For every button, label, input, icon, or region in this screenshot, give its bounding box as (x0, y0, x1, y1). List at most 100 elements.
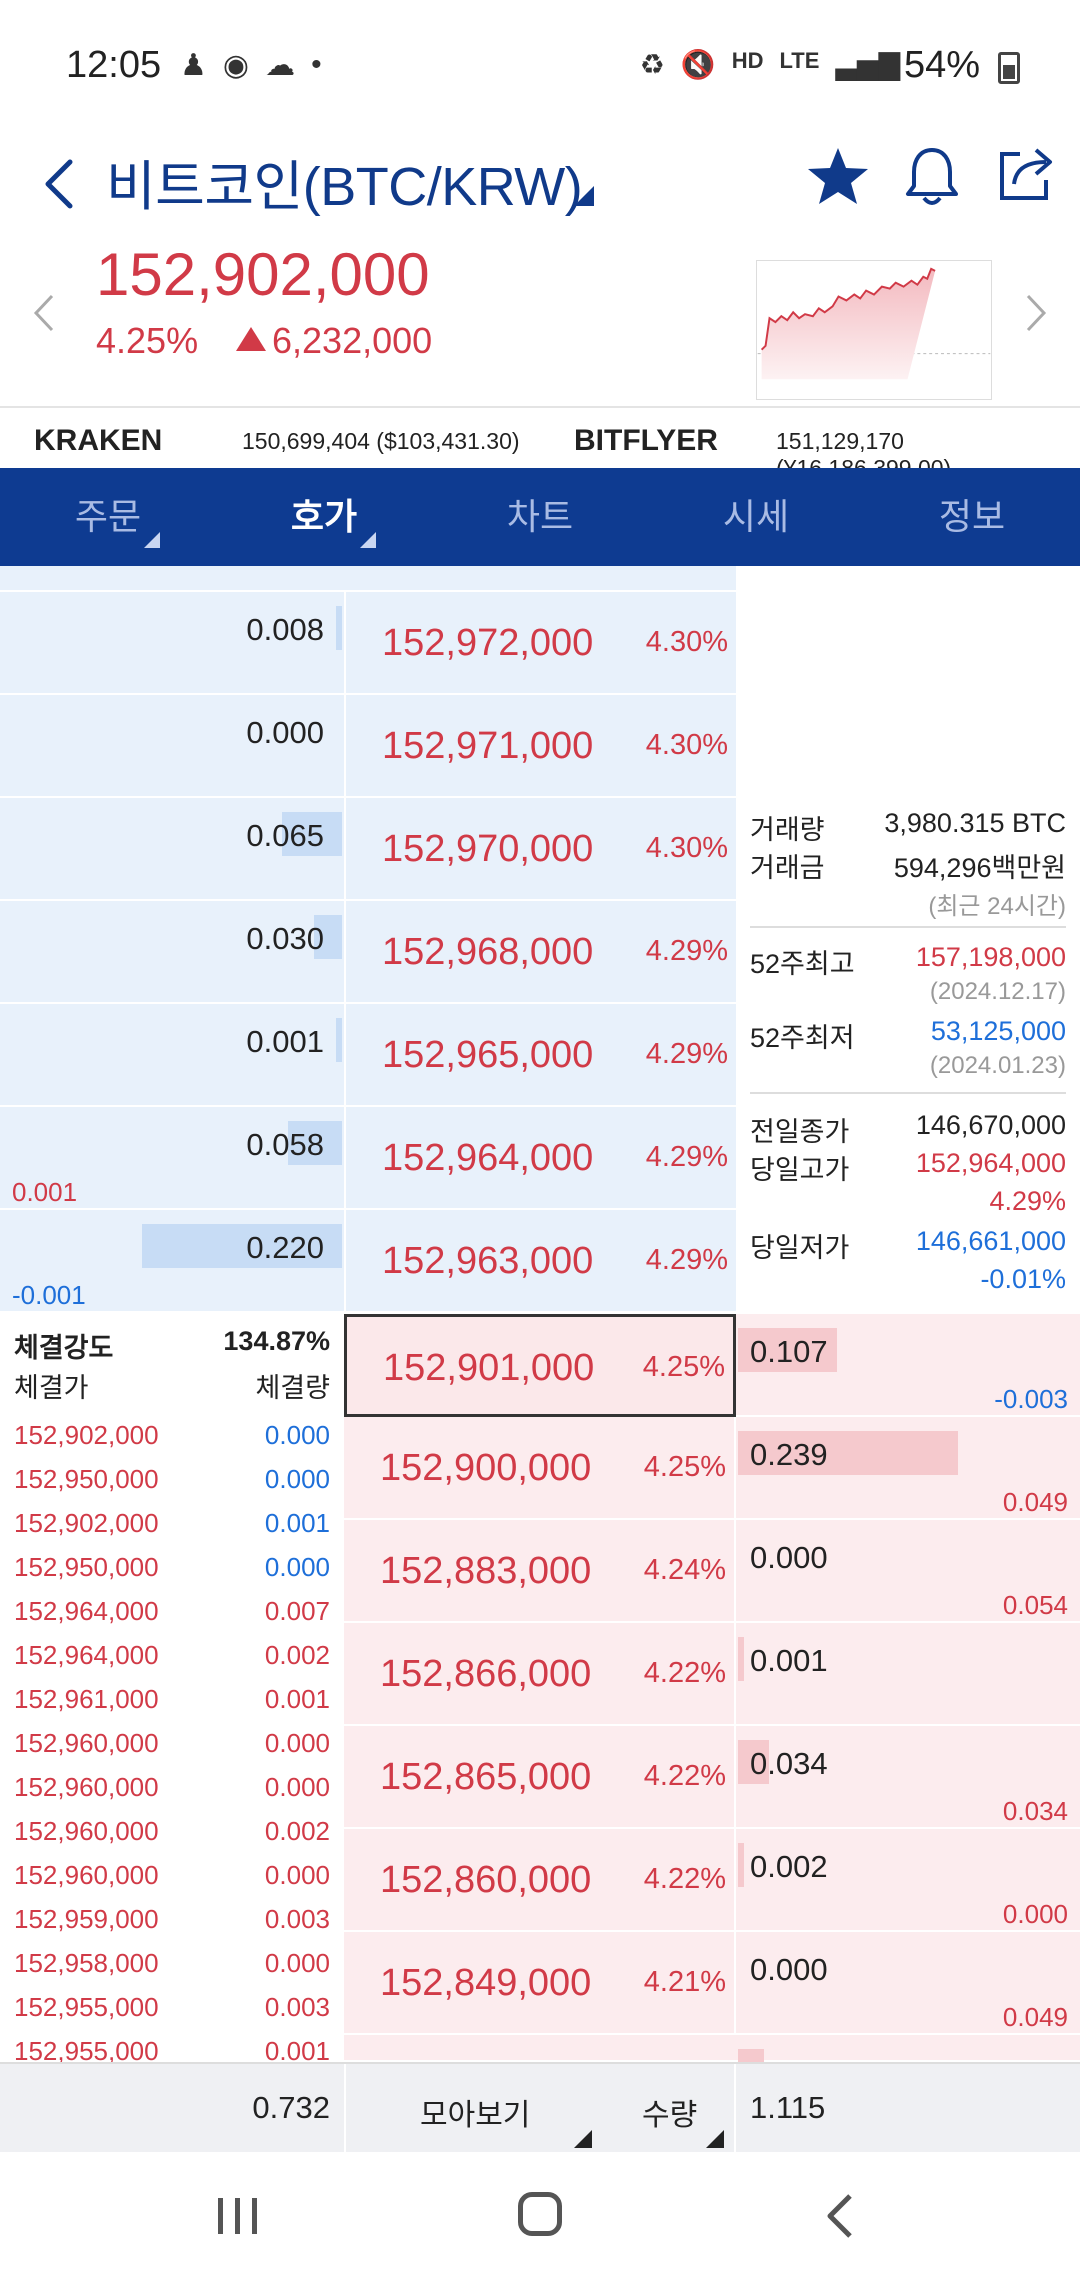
ask-row[interactable]: 0.058 0.001 152,964,000 4.29% (0, 1107, 736, 1210)
trade-row: 152,964,000 0.007 (0, 1590, 344, 1634)
bid-rate: 4.22% (643, 1657, 726, 1689)
favorite-star-icon[interactable] (806, 144, 870, 208)
change-amount: 6,232,000 (236, 320, 432, 362)
bid-volume-change: 0.054 (1002, 1590, 1068, 1620)
ask-volume: 0.001 (246, 1024, 324, 1059)
person-icon: ♟ (180, 49, 207, 82)
nav-back-icon[interactable] (820, 2192, 860, 2240)
bid-price-cell[interactable]: 152,883,000 4.24% (344, 1520, 736, 1623)
bid-price: 152,866,000 (380, 1653, 592, 1695)
bid-price-cell[interactable]: 152,860,000 4.22% (344, 1829, 736, 1932)
home-icon[interactable] (518, 2192, 562, 2236)
ask-price-cell[interactable]: 152,971,000 4.30% (344, 695, 736, 798)
bid-row[interactable]: 152,883,000 4.24% 0.000 0.054 (344, 1520, 1080, 1623)
ask-price-cell[interactable]: 152,963,000 4.29% (344, 1210, 736, 1313)
status-time: 12:05 (66, 44, 162, 86)
ask-volume-change: -0.001 (12, 1280, 86, 1310)
next-coin-arrow-icon[interactable] (1020, 288, 1050, 338)
signal-icon: ▃▅▇ (835, 49, 900, 80)
bid-row[interactable]: 152,865,000 4.22% 0.034 0.034 (344, 1726, 1080, 1829)
ask-rate: 4.30% (645, 626, 728, 658)
bid-volume: 0.000 (750, 1952, 828, 1987)
strength-value: 134.87% (223, 1326, 330, 1356)
trade-qty: 0.000 (264, 1772, 330, 1802)
cloud-icon: ☁ (265, 49, 296, 82)
trade-row: 152,959,000 0.003 (0, 1898, 344, 1942)
bid-price-cell[interactable]: 152,866,000 4.22% (344, 1623, 736, 1726)
tab-info[interactable]: 정보 (864, 468, 1080, 566)
trade-row: 152,964,000 0.002 (0, 1634, 344, 1678)
back-arrow-icon[interactable] (34, 148, 84, 218)
ask-row[interactable]: 0.008 152,972,000 4.30% (0, 592, 736, 695)
tab-order-caret-icon (144, 532, 160, 548)
main-tabs: 주문 호가 차트 시세 정보 (0, 468, 1080, 566)
ask-price-cell[interactable]: 152,972,000 4.30% (344, 592, 736, 695)
ask-price-cell[interactable]: 152,965,000 4.29% (344, 1004, 736, 1107)
ask-row[interactable]: 0.030 152,968,000 4.29% (0, 901, 736, 1004)
ask-rate: 4.29% (645, 1244, 728, 1276)
divider (750, 1092, 1066, 1094)
bid-price-cell[interactable]: 152,849,000 4.21% (344, 1932, 736, 2035)
bid-row[interactable]: 152,860,000 4.22% 0.002 0.000 (344, 1829, 1080, 1932)
bid-price: 152,860,000 (380, 1859, 592, 1901)
bid-volume-bar (738, 1637, 744, 1681)
tab-info-label: 정보 (938, 496, 1006, 537)
ask-rate: 4.29% (645, 1038, 728, 1070)
order-book: 0.008 152,972,000 4.30% 0.000 152,971,000 4.3… (0, 566, 1080, 2066)
recent-apps-icon[interactable] (214, 2196, 262, 2236)
trade-row: 152,950,000 0.000 (0, 1546, 344, 1590)
day-low-value: 146,661,000 (915, 1226, 1066, 1256)
tab-orderbook-label: 호가 (290, 496, 358, 537)
ask-price: 152,968,000 (382, 931, 594, 973)
coin-title[interactable]: 비트코인(BTC/KRW) (106, 157, 583, 217)
ask-row[interactable]: 0.001 152,965,000 4.29% (0, 1004, 736, 1107)
coin-select-caret-icon[interactable] (574, 186, 594, 206)
alarm-bell-icon[interactable] (902, 144, 962, 208)
bid-price-cell[interactable]: 152,865,000 4.22% (344, 1726, 736, 1829)
mini-price-chart[interactable] (756, 260, 992, 400)
trade-qty: 0.001 (264, 1508, 330, 1538)
tab-chart[interactable]: 차트 (432, 468, 648, 566)
ask-rate: 4.29% (645, 1141, 728, 1173)
bid-row[interactable]: 152,849,000 4.21% 0.000 0.049 (344, 1932, 1080, 2035)
trade-row: 152,958,000 0.000 (0, 1942, 344, 1986)
low52-date: (2024.01.23) (929, 1052, 1066, 1079)
ask-row[interactable]: 0.000 152,971,000 4.30% (0, 695, 736, 798)
bid-price-cell[interactable]: 152,901,000 4.25% (344, 1314, 736, 1417)
ask-volume-change: 0.001 (12, 1177, 78, 1207)
ask-price-cell[interactable]: 152,968,000 4.29% (344, 901, 736, 1004)
bid-volume-change: 0.049 (1002, 1487, 1068, 1517)
share-icon[interactable] (996, 144, 1056, 204)
trade-qty: 0.001 (264, 1684, 330, 1714)
ask-row[interactable]: 0.220 -0.001 152,963,000 4.29% (0, 1210, 736, 1313)
ask-row[interactable]: 0.065 152,970,000 4.30% (0, 798, 736, 901)
exchange-name-bitflyer: BITFLYER (574, 424, 718, 457)
unit-mode-button[interactable]: 수량 (642, 2099, 698, 2132)
bid-row-current[interactable]: 152,901,000 4.25% 0.107 -0.003 (344, 1314, 1080, 1417)
bid-row[interactable]: 152,866,000 4.22% 0.001 (344, 1623, 1080, 1726)
view-mode-button[interactable]: 모아보기 (420, 2099, 531, 2132)
ask-volume: 0.220 (246, 1230, 324, 1265)
tab-chart-label: 차트 (506, 496, 574, 537)
tab-market[interactable]: 시세 (648, 468, 864, 566)
ask-rate: 4.30% (645, 832, 728, 864)
ask-price-cell[interactable]: 152,964,000 4.29% (344, 1107, 736, 1210)
ask-volume: 0.065 (246, 818, 324, 853)
bid-row[interactable]: 152,900,000 4.25% 0.239 0.049 (344, 1417, 1080, 1520)
exchange-value-kraken: 150,699,404 ($103,431.30) (242, 428, 520, 454)
bid-rate: 4.22% (643, 1863, 726, 1895)
tab-order[interactable]: 주문 (0, 468, 216, 566)
current-price: 152,902,000 (96, 241, 430, 308)
tab-orderbook[interactable]: 호가 (216, 468, 432, 566)
bid-volume-change: 0.049 (1002, 2002, 1068, 2032)
trade-qty: 0.000 (264, 1464, 330, 1494)
prev-coin-arrow-icon[interactable] (30, 288, 60, 338)
trade-row: 152,955,000 0.003 (0, 1986, 344, 2030)
exchange-comparison-bar: KRAKEN 150,699,404 ($103,431.30) BITFLYE… (0, 406, 1080, 481)
ask-price-cell[interactable]: 152,970,000 4.30% (344, 798, 736, 901)
strength-label: 체결강도 (14, 1333, 114, 1363)
bid-price-cell[interactable]: 152,900,000 4.25% (344, 1417, 736, 1520)
notification-icons: ♟ ◉ ☁ • (180, 48, 322, 83)
ask-price: 152,963,000 (382, 1240, 594, 1282)
trade-price: 152,959,000 (14, 1904, 159, 1934)
